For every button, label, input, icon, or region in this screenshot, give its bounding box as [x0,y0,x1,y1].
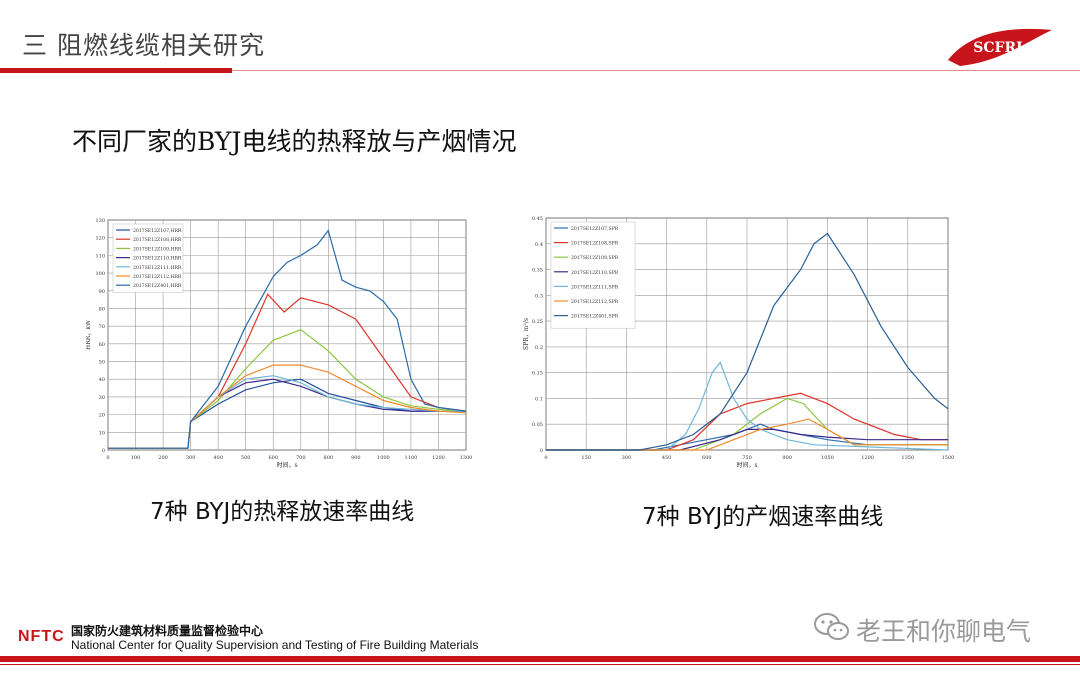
legend-box [112,223,184,293]
x-tick-label: 100 [131,455,141,461]
x-tick-label: 1050 [821,455,834,461]
hrr-chart: 0 100 200 300 400 500 600 700 800 900 1000 1100 1200… [86,212,476,470]
y-tick-label: 0.45 [532,216,543,222]
footer-divider [0,664,1080,665]
y-tick-label: 0 [540,448,543,454]
x-tick-label: 600 [702,455,712,461]
slide-subtitle: 不同厂家的BYJ电线的热释放与产烟情况 [72,127,517,156]
x-tick-label: 300 [186,455,196,461]
x-tick-label: 400 [213,455,223,461]
logo-text: SCFRI [973,40,1022,56]
y-tick-label: 0.05 [532,422,543,428]
legend-box [550,221,636,329]
legend-entry: 2017SE12Z107,HRR [133,228,182,234]
y-tick-label: 90 [99,289,105,295]
x-tick-label: 1200 [432,455,445,461]
x-tick-label: 150 [581,455,591,461]
y-axis-label: HRR，kW [86,319,92,350]
y-tick-label: 50 [99,360,105,366]
x-tick-label: 0 [106,455,109,461]
x-axis-label: 时间，s [276,461,297,469]
x-tick-label: 750 [742,455,752,461]
x-tick-label: 300 [622,455,632,461]
series-line-2 [546,392,948,451]
spr-chart: 0 150 300 450 600 750 900 1050 1200 1350 1500 0 0.05… [520,212,958,470]
x-tick-label: 800 [324,455,334,461]
legend-entry: 2017SE12Z110,SPR [571,270,619,276]
hrr-caption: 7种 BYJ的热释放速率曲线 [150,499,415,525]
y-tick-label: 110 [95,253,105,259]
y-tick-label: 0.2 [535,345,543,351]
y-tick-label: 0.3 [535,293,543,299]
x-tick-label: 1200 [861,455,874,461]
legend-entry: 2017SE12Z108,HRR [133,237,182,243]
legend-entry: 2017SE12Z109,HRR [133,246,182,252]
y-tick-label: 0.35 [532,268,543,274]
scfri-logo: SCFRI [948,28,1052,67]
legend-entry: 2017SE12Z401,SPR [571,314,619,320]
series-line-7 [108,229,467,449]
y-tick-label: 0 [102,448,105,454]
y-tick-label: 0.15 [532,371,543,377]
y-tick-label: 130 [95,218,105,224]
legend-entry: 2017SE12Z111,HRR [133,265,182,271]
wechat-watermark: 老王和你聊电气 [812,610,1052,646]
y-tick-label: 0.1 [535,396,543,402]
spr-caption: 7种 BYJ的产烟速率曲线 [642,504,884,530]
x-tick-label: 1350 [901,455,914,461]
header-divider [232,70,1080,71]
x-tick-label: 700 [296,455,306,461]
x-tick-label: 900 [351,455,361,461]
y-tick-label: 70 [99,324,105,330]
x-axis-label: 时间，s [736,461,757,469]
y-tick-label: 40 [99,377,105,383]
x-tick-label: 1300 [460,455,473,461]
legend-entry: 2017SE12Z401,HRR [133,283,182,289]
y-tick-label: 120 [95,236,105,242]
series-line-5 [546,361,949,451]
legend-entry: 2017SE12Z112,SPR [571,299,619,305]
x-tick-label: 1100 [405,455,418,461]
series-line-6 [546,418,948,451]
y-tick-label: 0.4 [535,242,543,248]
org-name-cn: 国家防火建筑材料质量监督检验中心 [71,624,264,638]
org-name-en: National Center for Quality Supervision … [71,638,479,652]
wechat-account-name: 老王和你聊电气 [856,617,1032,646]
x-tick-label: 0 [544,455,547,461]
x-tick-label: 500 [241,455,251,461]
x-tick-label: 1500 [942,455,955,461]
legend-entry: 2017SE12Z107,SPR [571,226,619,232]
series-line-7 [546,232,949,451]
x-tick-label: 600 [268,455,278,461]
x-tick-label: 450 [662,455,672,461]
legend-entry: 2017SE12Z109,SPR [571,255,619,261]
page-title: 三 阻燃线缆相关研究 [22,31,265,60]
legend-entry: 2017SE12Z111,SPR [571,284,619,290]
y-tick-label: 60 [99,342,105,348]
y-tick-label: 30 [99,395,105,401]
y-tick-label: 80 [99,306,105,312]
header-accent-bar [0,68,232,73]
footer-accent-bar [0,656,1080,662]
y-tick-label: 0.25 [532,319,543,325]
wechat-icon [814,613,849,640]
series-line-4 [546,428,948,451]
legend-entry: 2017SE12Z110,HRR [133,256,182,262]
y-axis-label: SPR，m²/s [523,318,530,350]
y-tick-label: 100 [95,271,105,277]
nftc-logo-text: NFTC [18,628,65,645]
x-tick-label: 900 [782,455,792,461]
y-tick-label: 20 [99,413,105,419]
legend-entry: 2017SE12Z108,SPR [571,241,619,247]
x-tick-label: 200 [158,455,168,461]
x-tick-label: 1000 [377,455,390,461]
legend-entry: 2017SE12Z112,HRR [133,274,182,280]
y-tick-label: 10 [99,430,105,436]
